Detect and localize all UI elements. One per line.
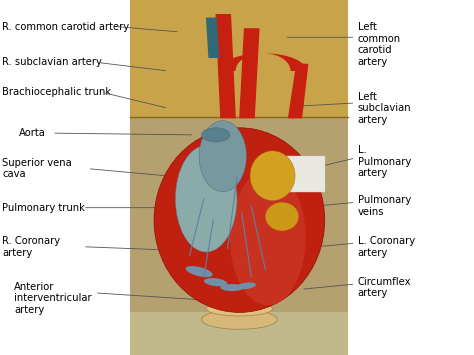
Ellipse shape bbox=[154, 128, 325, 312]
Bar bbox=[284, 156, 325, 192]
Text: Pulmonary trunk: Pulmonary trunk bbox=[2, 203, 85, 213]
Text: R. common carotid artery: R. common carotid artery bbox=[2, 22, 129, 32]
Ellipse shape bbox=[201, 128, 230, 142]
Bar bbox=[130, 0, 348, 355]
Text: Aorta: Aorta bbox=[19, 128, 46, 138]
Bar bbox=[130, 0, 348, 117]
Text: Circumflex
artery: Circumflex artery bbox=[358, 277, 411, 298]
Text: Left
common
carotid
artery: Left common carotid artery bbox=[358, 22, 401, 67]
Ellipse shape bbox=[250, 151, 295, 201]
Ellipse shape bbox=[230, 170, 306, 305]
Ellipse shape bbox=[265, 202, 299, 231]
Text: Left
subclavian
artery: Left subclavian artery bbox=[358, 92, 411, 125]
Ellipse shape bbox=[201, 310, 277, 329]
Ellipse shape bbox=[220, 284, 244, 291]
Text: Superior vena
cava: Superior vena cava bbox=[2, 158, 72, 179]
Text: L. Coronary
artery: L. Coronary artery bbox=[358, 236, 415, 257]
Text: R. subclavian artery: R. subclavian artery bbox=[2, 57, 102, 67]
Text: Pulmonary
veins: Pulmonary veins bbox=[358, 195, 411, 217]
Ellipse shape bbox=[185, 266, 213, 277]
Polygon shape bbox=[219, 53, 307, 71]
Bar bbox=[130, 312, 348, 355]
Ellipse shape bbox=[175, 146, 237, 252]
Text: Anterior
interventricular
artery: Anterior interventricular artery bbox=[14, 282, 92, 315]
Text: Brachiocephalic trunk: Brachiocephalic trunk bbox=[2, 87, 111, 97]
Ellipse shape bbox=[237, 282, 256, 289]
Ellipse shape bbox=[204, 278, 228, 286]
Text: R. Coronary
artery: R. Coronary artery bbox=[2, 236, 61, 257]
Text: L.
Pulmonary
artery: L. Pulmonary artery bbox=[358, 145, 411, 178]
Ellipse shape bbox=[199, 121, 246, 192]
Ellipse shape bbox=[206, 302, 273, 316]
